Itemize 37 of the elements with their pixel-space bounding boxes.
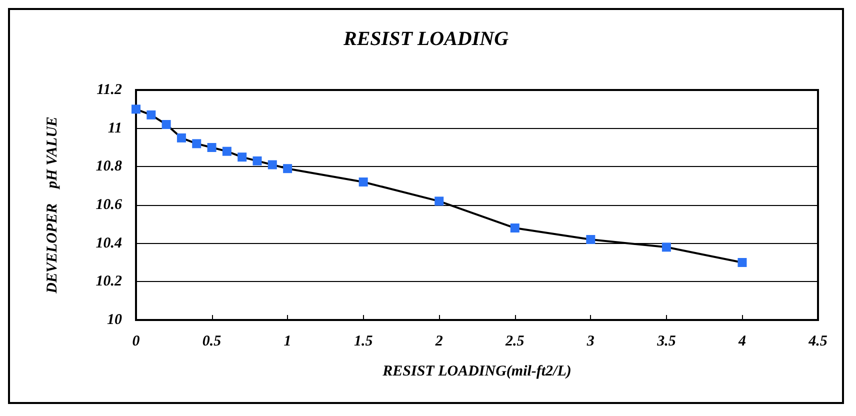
- point: [738, 258, 747, 267]
- point: [662, 242, 671, 252]
- point: [586, 235, 596, 244]
- point: [434, 196, 444, 206]
- point: [176, 133, 186, 142]
- point: [238, 152, 247, 162]
- y-tick-label: 10.6: [96, 197, 122, 213]
- y-tick-label: 11: [108, 120, 122, 136]
- x-tick-label: 4: [737, 334, 746, 350]
- x-axis-title: RESIST LOADING(mil-ft2/L): [382, 364, 572, 380]
- point: [192, 139, 202, 148]
- point: [268, 160, 277, 170]
- x-tick-label: 3.5: [656, 334, 676, 350]
- point: [283, 164, 292, 174]
- x-tick-label: 0: [132, 334, 140, 350]
- x-tick-label: 1: [284, 334, 292, 350]
- x-tick-label: 0.5: [202, 334, 222, 350]
- y-tick-label: 10.2: [96, 274, 122, 290]
- y-tick-label: 10.4: [96, 235, 122, 252]
- x-tick-label: 2.5: [504, 334, 525, 350]
- point: [358, 178, 368, 186]
- point: [146, 110, 156, 120]
- y-axis-title: DEVELOPER pH VALUE: [44, 116, 60, 294]
- y-tick-label: 11.2: [96, 82, 122, 98]
- x-tick-label: 3: [586, 334, 595, 350]
- y-tick-label: 10.8: [96, 158, 122, 175]
- point: [252, 156, 262, 166]
- x-tick-label: 2: [434, 334, 444, 350]
- x-tick-label: 1.5: [354, 334, 374, 350]
- point: [207, 143, 216, 152]
- x-tick-label: 4.5: [808, 334, 828, 350]
- point: [222, 146, 232, 156]
- point: [510, 224, 520, 232]
- y-tick-label: 10: [107, 312, 122, 328]
- chart-title: RESIST LOADING: [342, 28, 510, 50]
- point: [162, 120, 171, 129]
- point: [132, 104, 140, 114]
